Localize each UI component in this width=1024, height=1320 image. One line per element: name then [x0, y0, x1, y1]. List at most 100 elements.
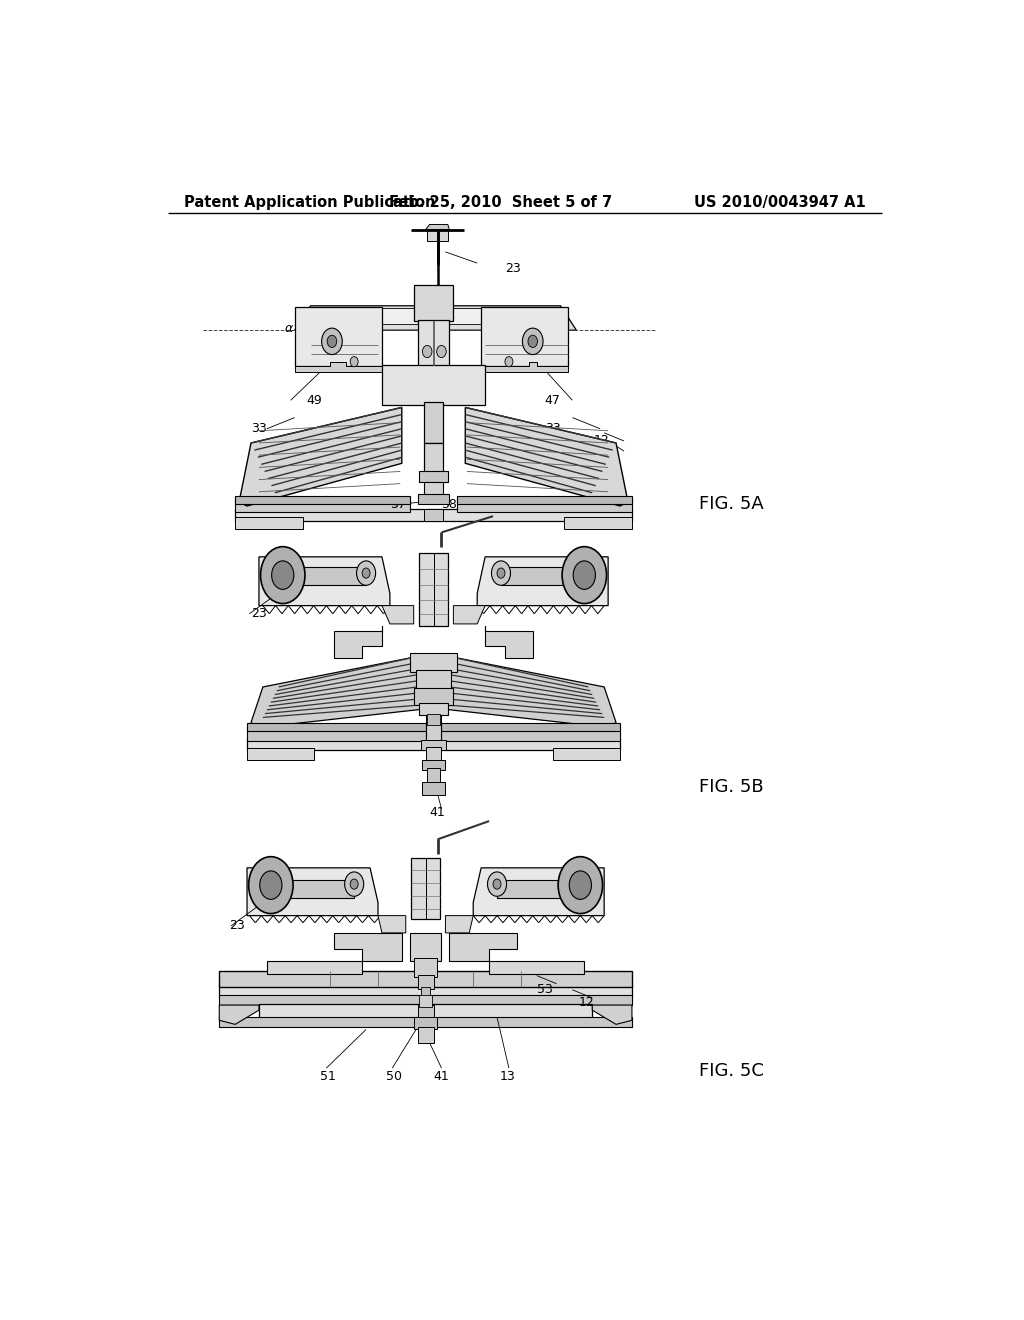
Text: 23: 23: [505, 261, 521, 275]
Bar: [414, 285, 454, 321]
Bar: [553, 748, 621, 760]
Bar: [236, 496, 410, 512]
Polygon shape: [219, 1005, 259, 1024]
Circle shape: [328, 335, 337, 347]
Circle shape: [271, 561, 294, 589]
Bar: [421, 739, 446, 750]
Bar: [259, 1005, 592, 1020]
Bar: [236, 517, 303, 529]
Bar: [412, 858, 440, 919]
Circle shape: [322, 329, 342, 355]
Bar: [419, 704, 447, 715]
Text: 50: 50: [386, 1069, 401, 1082]
Text: 12: 12: [594, 434, 609, 447]
Bar: [247, 722, 426, 731]
Bar: [423, 760, 444, 771]
Circle shape: [494, 879, 501, 890]
Circle shape: [260, 546, 305, 603]
Bar: [414, 688, 454, 705]
Bar: [219, 985, 632, 997]
Circle shape: [528, 335, 538, 347]
Bar: [247, 748, 314, 760]
Text: 13: 13: [500, 1069, 515, 1082]
Text: 13: 13: [592, 446, 608, 459]
Text: 23: 23: [251, 607, 267, 620]
Bar: [219, 970, 632, 987]
Polygon shape: [489, 961, 585, 974]
Polygon shape: [267, 961, 362, 974]
Circle shape: [487, 873, 507, 896]
Bar: [419, 471, 447, 482]
Polygon shape: [259, 557, 390, 606]
Bar: [295, 306, 382, 366]
Circle shape: [573, 561, 595, 589]
Circle shape: [558, 857, 602, 913]
Text: α: α: [285, 322, 294, 335]
Polygon shape: [454, 606, 485, 624]
Bar: [219, 995, 632, 1005]
Text: FIG. 5B: FIG. 5B: [699, 777, 764, 796]
Circle shape: [345, 873, 364, 896]
Text: Feb. 25, 2010  Sheet 5 of 7: Feb. 25, 2010 Sheet 5 of 7: [389, 194, 612, 210]
Circle shape: [497, 568, 505, 578]
Polygon shape: [477, 557, 608, 606]
Bar: [481, 306, 568, 366]
Polygon shape: [382, 606, 414, 624]
Bar: [427, 768, 440, 784]
Circle shape: [350, 356, 358, 367]
Polygon shape: [247, 867, 378, 916]
Text: Patent Application Publication: Patent Application Publication: [183, 194, 435, 210]
Polygon shape: [378, 916, 406, 933]
Bar: [424, 403, 443, 444]
Bar: [497, 880, 581, 899]
Text: 37: 37: [390, 499, 406, 511]
Circle shape: [522, 329, 543, 355]
Polygon shape: [473, 867, 604, 916]
Bar: [410, 933, 441, 961]
Polygon shape: [592, 1005, 632, 1024]
Circle shape: [436, 346, 446, 358]
Bar: [426, 714, 441, 743]
Bar: [236, 496, 410, 504]
Bar: [415, 1018, 436, 1030]
Text: 38: 38: [441, 499, 458, 511]
Circle shape: [569, 871, 592, 899]
Bar: [382, 364, 485, 405]
Bar: [427, 714, 440, 725]
Polygon shape: [465, 408, 628, 506]
Bar: [427, 228, 447, 240]
Text: US 2010/0043947 A1: US 2010/0043947 A1: [694, 194, 866, 210]
Bar: [418, 1027, 433, 1043]
Bar: [458, 496, 632, 504]
Text: FIG. 5C: FIG. 5C: [699, 1063, 764, 1080]
Text: 47: 47: [545, 393, 560, 407]
Polygon shape: [334, 933, 401, 961]
Bar: [247, 726, 426, 741]
Text: 49: 49: [306, 393, 323, 407]
Bar: [415, 958, 436, 977]
Bar: [416, 669, 451, 690]
Text: 33: 33: [545, 422, 560, 436]
Bar: [501, 568, 585, 585]
Bar: [418, 974, 433, 989]
Polygon shape: [481, 362, 568, 372]
Bar: [418, 319, 450, 366]
Polygon shape: [240, 408, 401, 506]
Polygon shape: [295, 306, 577, 330]
Polygon shape: [485, 626, 532, 659]
Circle shape: [362, 568, 370, 578]
Polygon shape: [251, 656, 422, 727]
Circle shape: [562, 546, 606, 603]
Text: 12: 12: [579, 995, 595, 1008]
Text: 33: 33: [251, 422, 267, 436]
Text: 53: 53: [537, 983, 553, 997]
Circle shape: [356, 561, 376, 585]
Text: 51: 51: [321, 1069, 336, 1082]
Bar: [283, 568, 367, 585]
Bar: [421, 987, 430, 997]
Text: 23: 23: [229, 919, 246, 932]
Bar: [418, 1005, 433, 1019]
Bar: [310, 308, 560, 325]
Polygon shape: [295, 362, 382, 372]
Polygon shape: [450, 933, 517, 961]
